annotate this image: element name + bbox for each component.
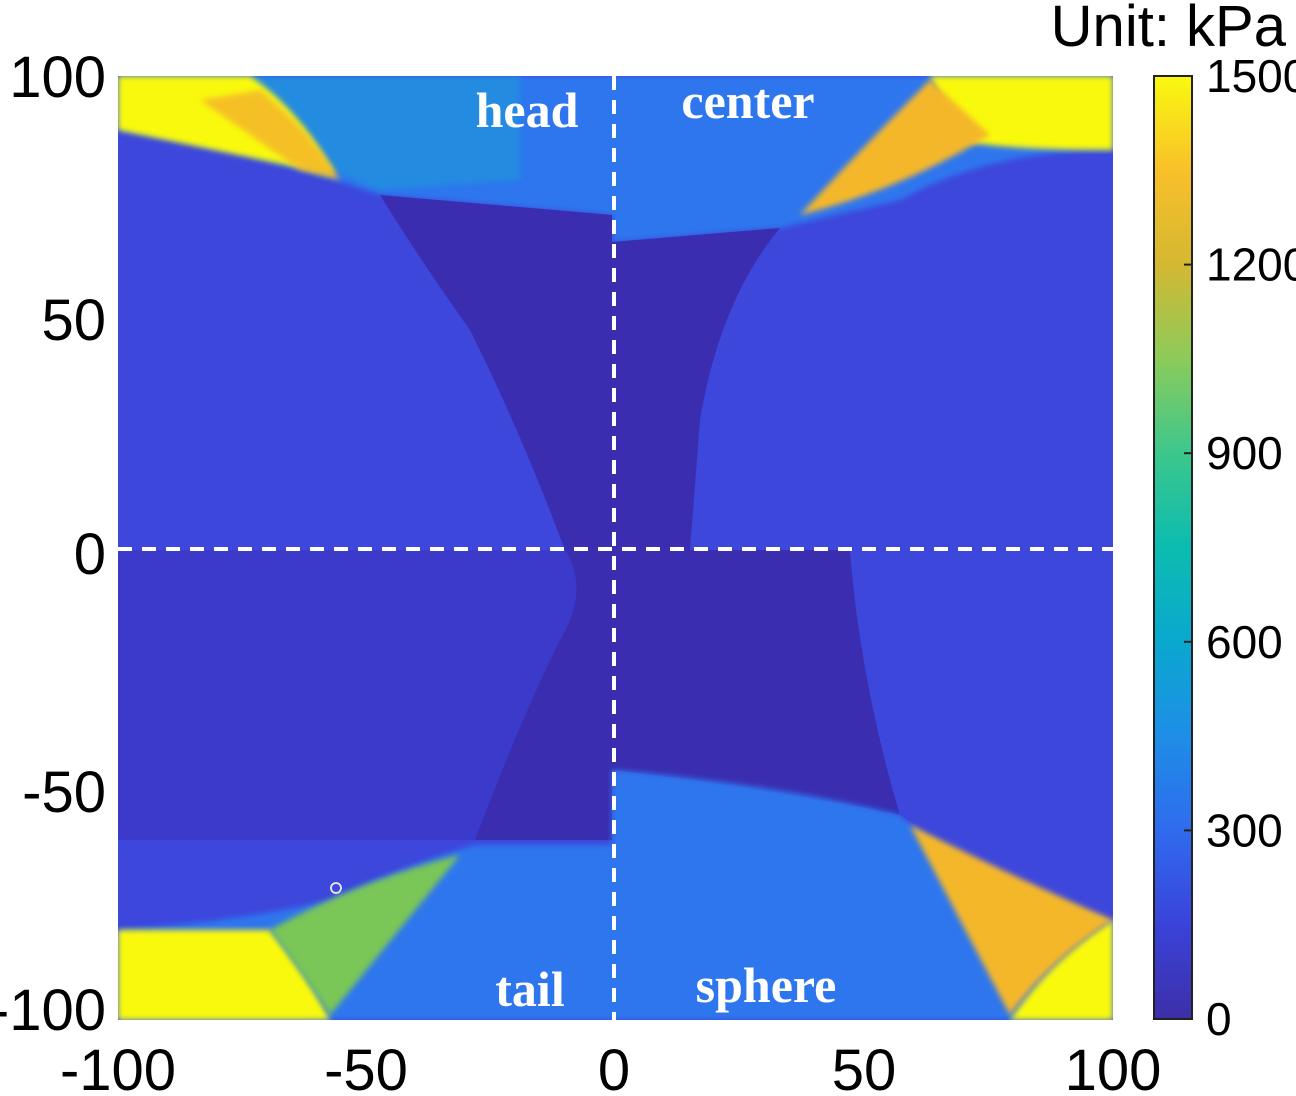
tail-dark-region (118, 550, 577, 840)
heatmap-field (118, 76, 1113, 1020)
x-tick-labels: -100 -50 0 50 100 (60, 1038, 1161, 1096)
corner-bottom-right (1010, 920, 1113, 1020)
y-tick-labels: 100 50 0 -50 -100 (0, 45, 106, 1043)
sphere-side-region (850, 550, 1113, 920)
x-tick-label: 100 (1065, 1038, 1162, 1096)
colorbar-tick-label: 1500 (1206, 50, 1296, 102)
center-dark-region (612, 228, 780, 550)
y-tick-label: 0 (74, 522, 106, 587)
quadrant-labels: head center tail sphere (476, 73, 837, 1017)
colorbar-ticks: 0 300 600 900 1200 1500 (1184, 50, 1296, 1045)
colorbar-bar (1153, 75, 1193, 1020)
corner-top-right-orange (800, 80, 990, 215)
probe-marker (330, 882, 342, 894)
y-tick-label: -50 (22, 760, 106, 825)
head-dark-region (380, 195, 612, 550)
x-tick-label: 0 (598, 1038, 630, 1096)
colorbar-tick-label: 0 (1206, 993, 1232, 1045)
corner-top-left-orange (200, 90, 340, 180)
x-tick-label: 50 (832, 1038, 897, 1096)
tail-core-region (475, 550, 612, 840)
label-head: head (476, 82, 579, 138)
y-tick-label: 100 (9, 45, 106, 110)
colorbar-unit-label: Unit: kPa (1051, 0, 1287, 59)
colorbar-tick-label: 900 (1206, 427, 1283, 479)
colorbar-tick-label: 1200 (1206, 239, 1296, 291)
label-sphere: sphere (696, 957, 837, 1013)
corner-bottom-left-green (270, 855, 460, 1015)
label-tail: tail (495, 961, 565, 1017)
colorbar-tick-label: 600 (1206, 616, 1283, 668)
colorbar: Unit: kPa 0 300 600 900 1200 1500 (1051, 0, 1296, 1045)
y-tick-label: -100 (0, 978, 106, 1043)
colorbar-tick-label: 300 (1206, 804, 1283, 856)
corner-bottom-right-orange (910, 825, 1113, 1015)
label-center: center (681, 73, 814, 129)
x-tick-label: -100 (60, 1038, 176, 1096)
sphere-dark-region (612, 550, 900, 815)
corner-bottom-left (118, 930, 330, 1020)
y-tick-label: 50 (41, 288, 106, 353)
x-tick-label: -50 (324, 1038, 408, 1096)
